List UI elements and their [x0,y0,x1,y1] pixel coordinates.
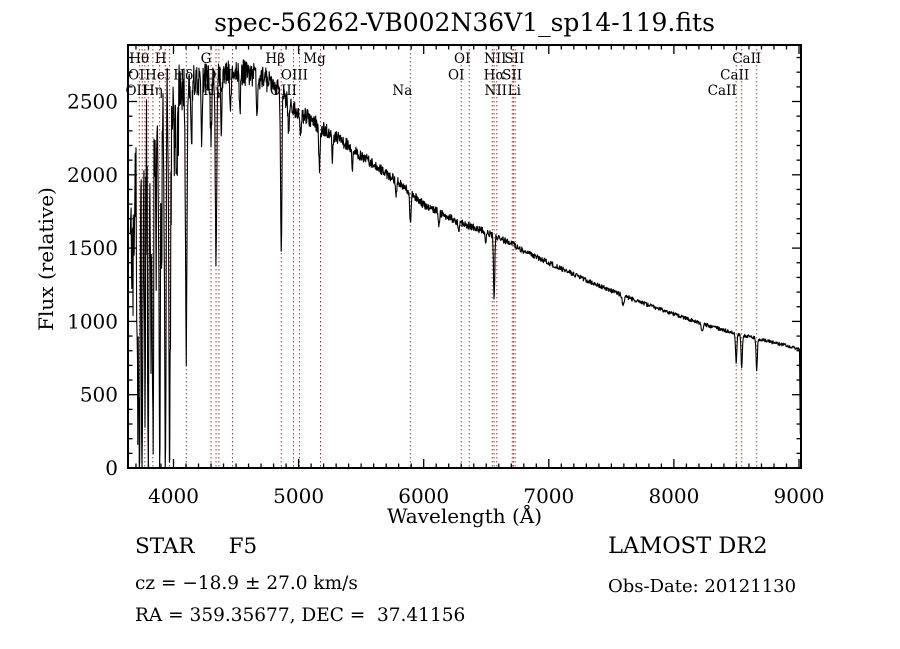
object-class: STAR [135,534,195,559]
spectral-line-label: NII [484,51,506,67]
plot-title: spec-56262-VB002N36V1_sp14-119.fits [214,8,715,37]
y-axis-title: Flux (relative) [34,187,58,331]
spectral-line-label: Na [392,83,412,99]
spectrum-trace [129,59,801,468]
spectral-line-label: H [155,51,167,67]
x-tick-label: 7000 [523,484,574,508]
plot-frame [127,44,802,469]
spectral-line-label: OIII [281,68,308,84]
ra-dec-line: RA = 359.35677, DEC = 37.41156 [135,605,466,626]
radial-velocity-line: cz = −18.9 ± 27.0 km/s [135,573,358,594]
x-tick-label: 4000 [148,484,199,508]
y-tick-label: 2000 [67,163,118,187]
spectral-line-label: SII [504,51,524,67]
spectral-line-label: Hη [143,83,163,99]
spectral-line-label: CaII [732,51,761,67]
spectral-line-label: NII [485,83,507,99]
y-tick-label: 2500 [67,90,118,114]
x-axis-title: Wavelength (Å) [386,504,543,528]
spectral-line-label: OI [454,51,470,67]
spectral-line-label: OI [128,68,144,84]
spectral-line-label: G [201,51,212,67]
object-subclass: F5 [228,534,258,559]
y-tick-label: 500 [80,383,118,407]
survey-label: LAMOST DR2 [608,533,768,559]
y-tick-label: 1500 [67,236,118,260]
spectral-line-label: SII [502,68,522,84]
y-tick-label: 1000 [67,309,118,333]
spectral-line-label: Li [508,83,522,99]
spectral-line-label: CaII [708,83,737,99]
obs-date-label: Obs-Date: 20121130 [608,576,797,597]
spectral-line-label: Mg [303,51,326,67]
x-tick-label: 9000 [774,484,825,508]
spectral-line-label: HeI [145,68,170,84]
y-tick-label: 0 [105,456,118,480]
object-class-line: STAR F5 [135,534,257,559]
spectral-line-label: Hα [484,68,505,84]
spectral-line-label: Hθ [129,51,149,67]
spectral-line-label: OI [448,68,464,84]
x-tick-label: 6000 [398,484,449,508]
spectral-line-label: Hβ [265,51,285,67]
spectral-line-label: CaII [720,68,749,84]
x-tick-label: 5000 [273,484,324,508]
x-tick-label: 8000 [648,484,699,508]
